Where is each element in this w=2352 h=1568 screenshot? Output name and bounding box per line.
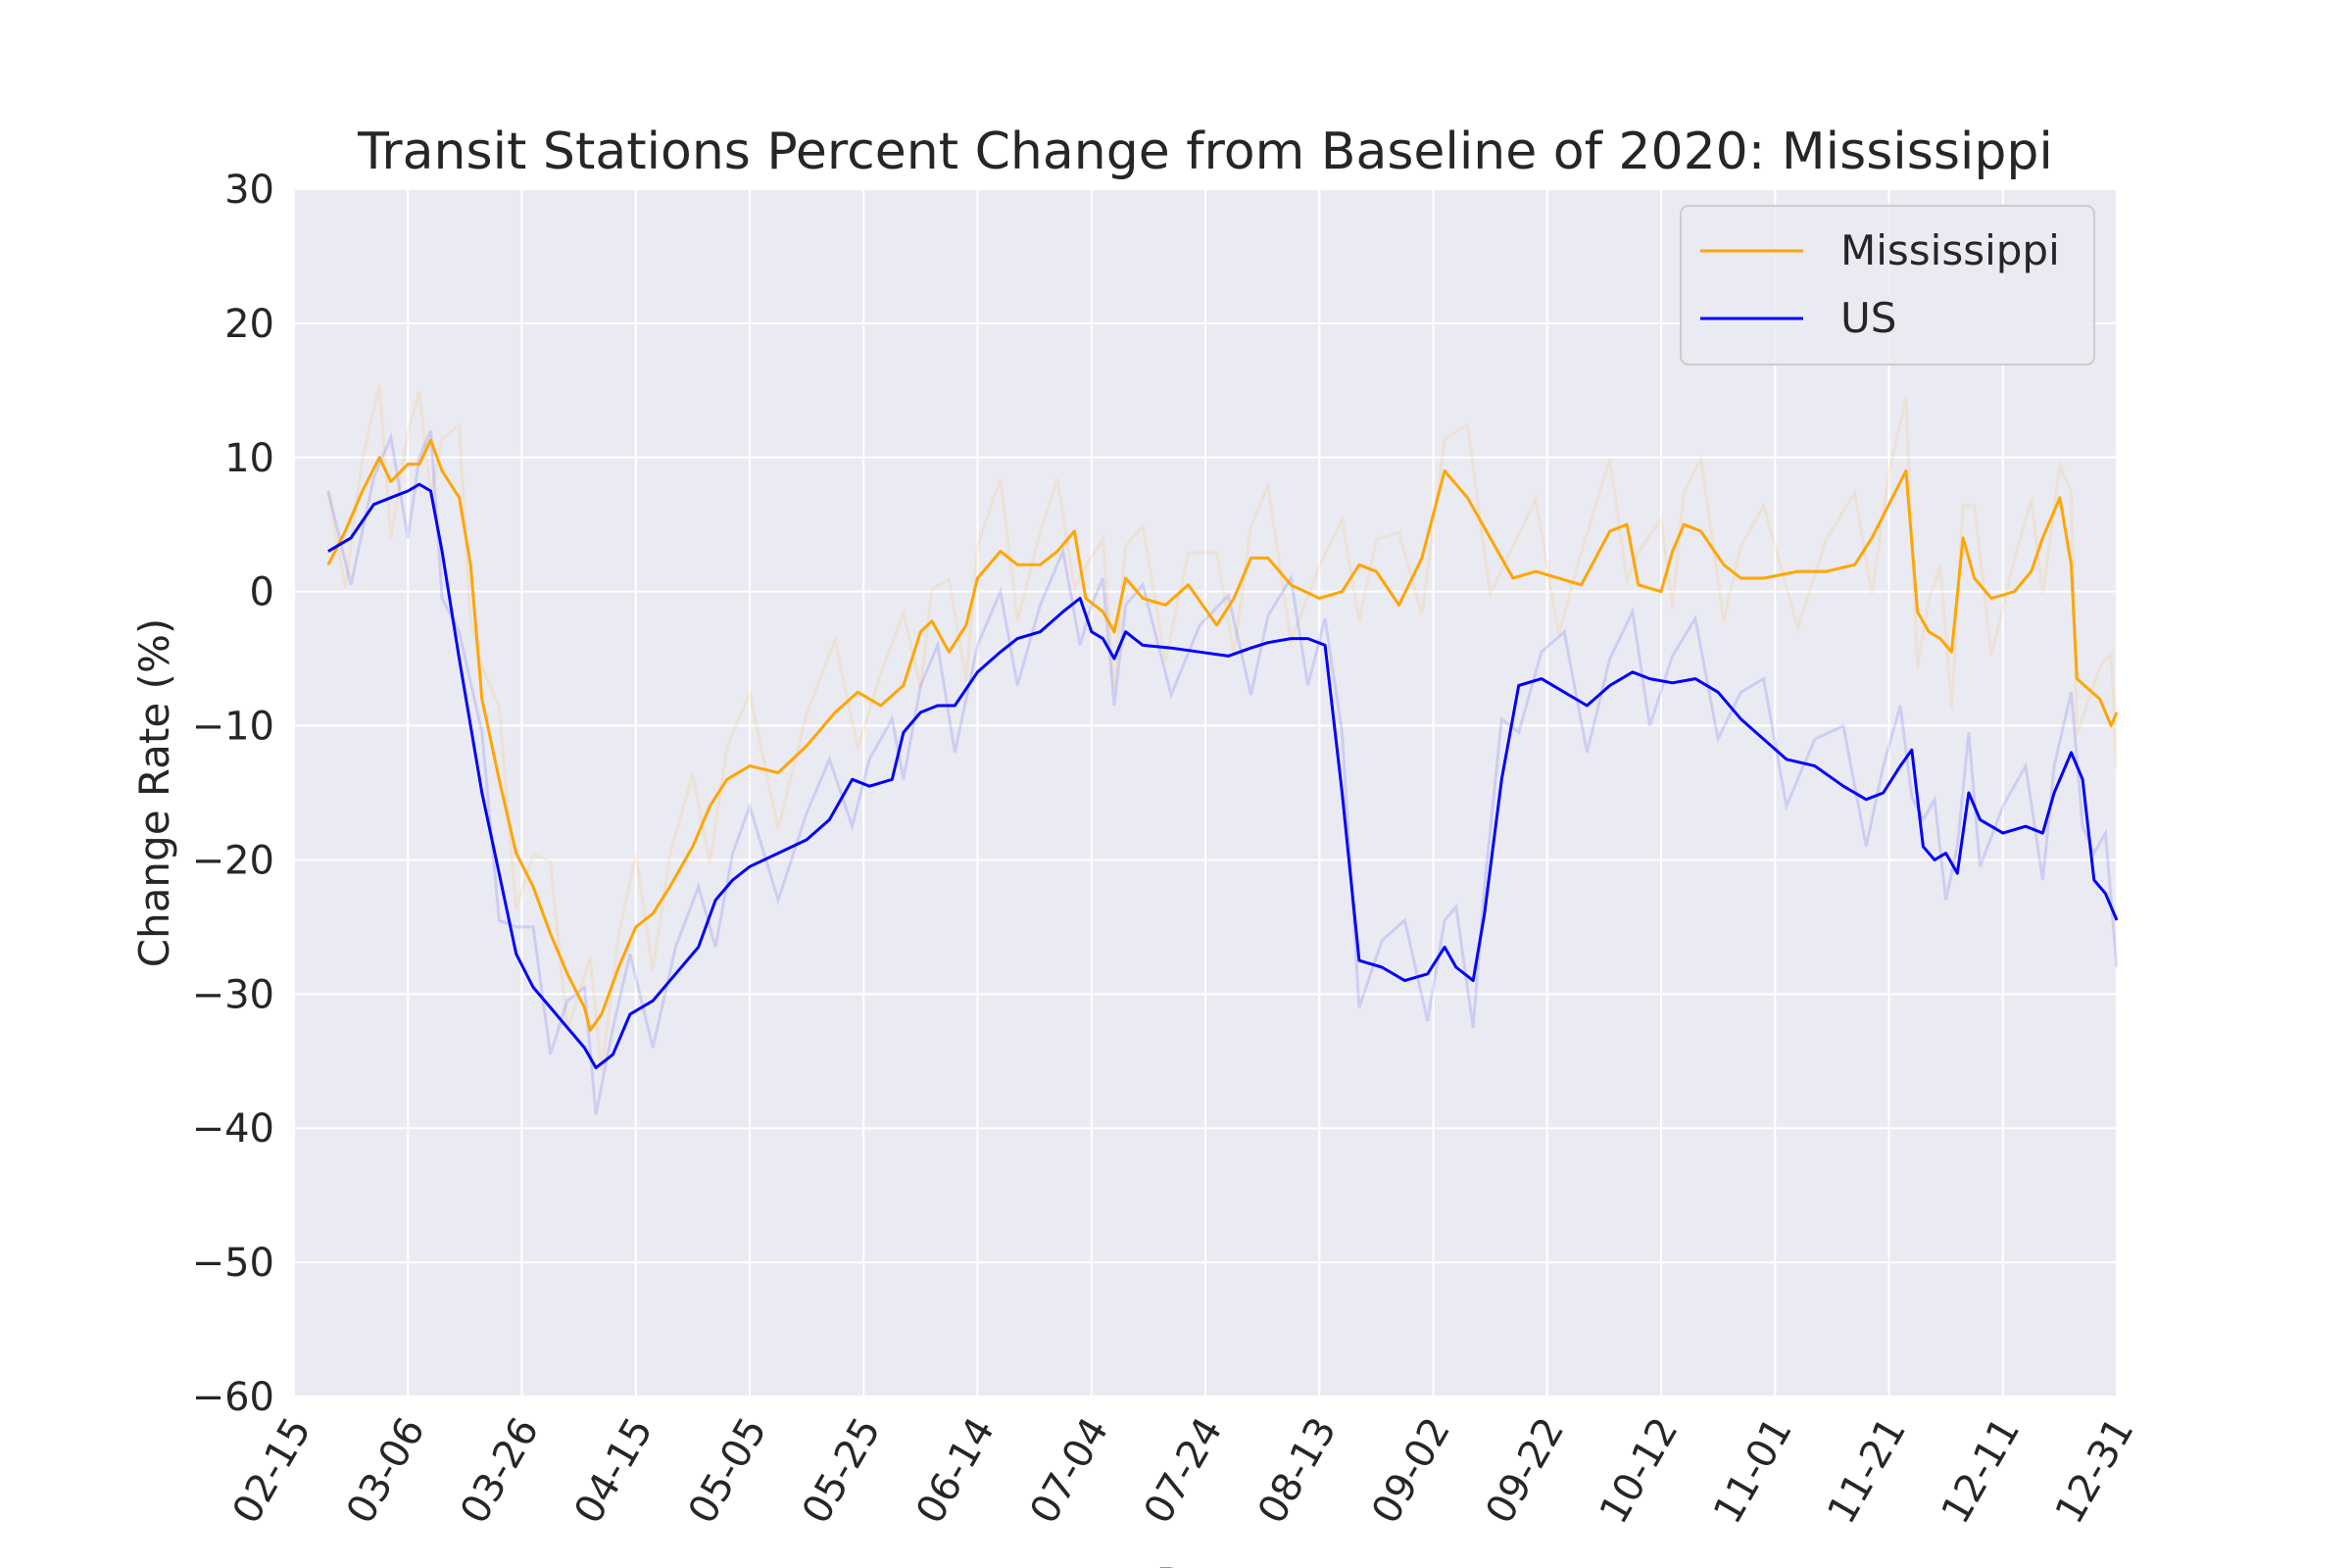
y-tick-label: 0 [250, 570, 274, 615]
y-axis-label: Change Rate (%) [130, 618, 178, 968]
x-tick-label: 04-15 [565, 1410, 662, 1532]
y-tick-labels: 30 20 10 0 −10 −20 −30 −40 −50 −60 [192, 168, 274, 1420]
y-tick-label: 10 [224, 436, 274, 481]
x-tick-label: 03-26 [452, 1410, 548, 1532]
x-tick-label: 08-13 [1250, 1410, 1346, 1532]
y-tick-label: 20 [224, 302, 274, 347]
y-tick-label: 30 [224, 168, 274, 213]
legend-box [1680, 205, 2095, 366]
x-tick-label: 11-01 [1705, 1410, 1801, 1532]
y-tick-label: −60 [192, 1375, 274, 1420]
series-line-us [327, 482, 2119, 1070]
legend-label-mississippi: Mississippi [1840, 226, 2060, 274]
legend: Mississippi US [1680, 205, 2095, 366]
x-tick-label: 07-04 [1021, 1410, 1117, 1532]
x-tick-label: 05-05 [680, 1410, 776, 1532]
x-tick-label: 06-14 [907, 1410, 1004, 1532]
chart-title: Transit Stations Percent Change from Bas… [357, 122, 2053, 181]
x-tick-label: 10-12 [1592, 1410, 1688, 1532]
y-tick-label: −10 [192, 705, 274, 750]
series-line-mississippi [326, 438, 2119, 1032]
y-tick-label: −30 [192, 972, 274, 1017]
y-tick-label: −20 [192, 838, 274, 883]
x-tick-label: 03-06 [338, 1410, 434, 1532]
x-tick-label: 05-25 [794, 1410, 890, 1532]
x-tick-labels: 02-15 03-06 03-26 04-15 05-05 05-25 06-14 07-04… [224, 1410, 2143, 1532]
y-tick-label: −40 [192, 1106, 274, 1152]
x-tick-label: 02-15 [224, 1410, 320, 1532]
x-tick-label: 07-24 [1136, 1410, 1232, 1532]
series-lines [326, 438, 2119, 1070]
legend-label-us: US [1840, 294, 1896, 342]
x-tick-label: 11-21 [1819, 1410, 1915, 1532]
x-tick-label: 12-11 [1933, 1410, 2029, 1532]
x-tick-label: 09-22 [1477, 1410, 1573, 1532]
raw-line-us [326, 429, 2119, 1115]
x-axis-label: Date [1156, 1559, 1254, 1568]
y-tick-label: −50 [192, 1241, 274, 1286]
x-tick-label: 12-31 [2047, 1410, 2143, 1532]
x-tick-label: 09-02 [1363, 1410, 1459, 1532]
grid-lines [293, 188, 2118, 1397]
